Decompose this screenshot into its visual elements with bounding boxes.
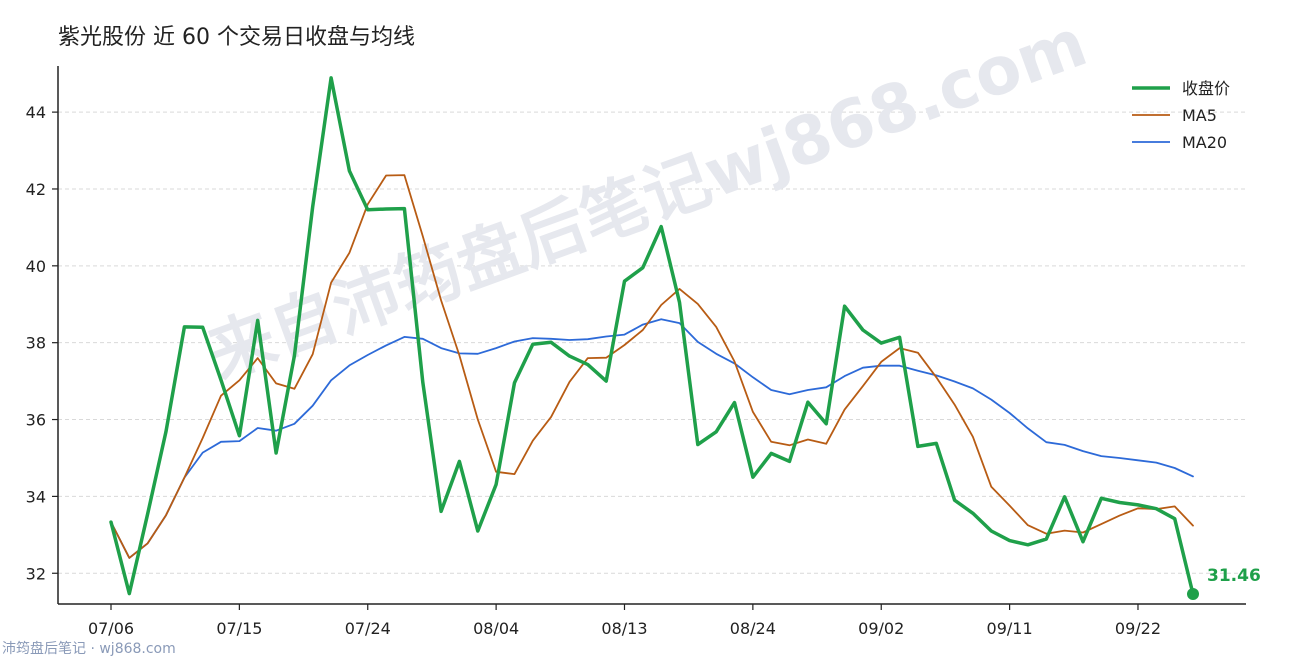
x-tick-label: 08/04 bbox=[473, 619, 519, 638]
x-tick-label: 09/22 bbox=[1115, 619, 1161, 638]
series-line-ma20 bbox=[110, 318, 1194, 559]
y-tick-label: 38 bbox=[26, 334, 46, 353]
gridlines bbox=[58, 111, 1246, 574]
end-point-marker bbox=[1187, 588, 1199, 601]
y-tick-label: 36 bbox=[26, 411, 46, 430]
footer-credit: 沛筠盘后笔记 · wj868.com bbox=[2, 640, 176, 657]
series-line-ma5 bbox=[110, 174, 1194, 559]
y-tick-label: 32 bbox=[26, 564, 46, 583]
x-tick-label: 07/24 bbox=[345, 619, 391, 638]
series-line-close bbox=[109, 76, 1195, 596]
x-tick-label: 07/15 bbox=[216, 619, 262, 638]
x-tick-label: 07/06 bbox=[88, 619, 134, 638]
end-value-label: 31.46 bbox=[1207, 566, 1261, 586]
y-tick-label: 42 bbox=[26, 180, 46, 199]
watermark-text: 来自沛筠盘后笔记wj868.com bbox=[198, 4, 1096, 394]
y-tick-label: 34 bbox=[26, 487, 46, 506]
x-tick-label: 09/11 bbox=[987, 619, 1033, 638]
legend-label: MA5 bbox=[1182, 106, 1217, 125]
legend-label: 收盘价 bbox=[1182, 79, 1230, 98]
end-label-group: 31.46 bbox=[1187, 566, 1261, 601]
x-tick-label: 08/24 bbox=[730, 619, 776, 638]
x-axis: 07/06 07/15 07/24 08/04 08/13 08/24 09/02 09/11… bbox=[58, 603, 1246, 638]
legend: 收盘价 MA5 MA20 bbox=[1132, 79, 1230, 152]
y-tick-label: 40 bbox=[26, 257, 46, 276]
y-tick-label: 44 bbox=[26, 103, 46, 122]
y-axis: 32 34 36 38 40 42 44 bbox=[26, 66, 59, 604]
x-tick-label: 08/13 bbox=[601, 619, 647, 638]
chart-title: 紫光股份 近 60 个交易日收盘与均线 bbox=[58, 25, 415, 50]
legend-label: MA20 bbox=[1182, 133, 1227, 152]
series-lines bbox=[109, 76, 1195, 596]
x-tick-label: 09/02 bbox=[858, 619, 904, 638]
